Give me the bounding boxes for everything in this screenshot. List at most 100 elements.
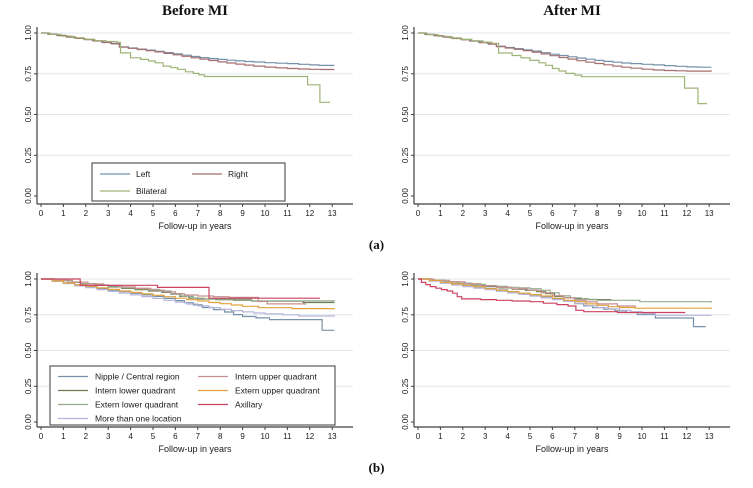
series-intern-upper-quadrant xyxy=(41,278,306,305)
x-tick-label: 6 xyxy=(550,209,555,218)
y-tick-label: 0.00 xyxy=(401,188,410,204)
x-tick-label: 2 xyxy=(461,432,466,441)
y-tick-label: 0.00 xyxy=(24,414,33,430)
x-tick-label: 2 xyxy=(84,432,89,441)
chart-title: Before MI xyxy=(162,3,228,19)
chart-before-mi-location: 0.000.250.500.751.000 1 2 3 4 5 6 7 8 9 10 11 12 13Fo… xyxy=(24,271,353,454)
legend-label-extern-lower-quadrant: Extern lower quadrant xyxy=(95,400,179,410)
caption-a: (a) xyxy=(368,237,385,252)
y-tick-label: 0.50 xyxy=(401,106,410,122)
series-bilateral xyxy=(418,32,707,105)
x-tick-label: 8 xyxy=(595,209,600,218)
x-tick-label: 10 xyxy=(261,432,270,441)
y-tick-label: 0.50 xyxy=(24,342,33,358)
x-tick-label: 7 xyxy=(196,432,201,441)
x-tick-label: 6 xyxy=(550,432,555,441)
series-more-than-one-location xyxy=(41,278,335,317)
x-tick-label: 12 xyxy=(682,209,691,218)
legend-label-left: Left xyxy=(136,169,151,179)
y-tick-label: 0.25 xyxy=(401,378,410,394)
series-bilateral xyxy=(41,32,330,103)
x-tick-label: 13 xyxy=(705,432,714,441)
legend: Nipple / Central region Intern lower quad… xyxy=(49,365,336,426)
y-tick-label: 1.00 xyxy=(24,271,33,287)
legend: Left Bilateral Right xyxy=(91,162,286,202)
x-tick-label: 7 xyxy=(573,432,578,441)
x-tick-label: 10 xyxy=(261,209,270,218)
x-tick-label: 10 xyxy=(638,209,647,218)
x-tick-label: 11 xyxy=(660,209,669,218)
top-row: Before MI 0.00 0.25 0.50 0.75 1.00 0 1 2 3 4 5 6 7 8 9 1… xyxy=(0,0,753,236)
chart-before-mi-laterality: Before MI 0.00 0.25 0.50 0.75 1.00 0 1 2 3 4 5 6 7 8 9 1… xyxy=(24,3,353,231)
x-tick-label: 12 xyxy=(305,209,314,218)
x-tick-label: 5 xyxy=(528,432,533,441)
x-tick-label: 6 xyxy=(173,432,178,441)
x-tick-label: 6 xyxy=(173,209,178,218)
y-tick-label: 0.25 xyxy=(24,147,33,163)
legend-label-bilateral: Bilateral xyxy=(136,186,167,196)
x-axis-label: Follow-up in years xyxy=(158,221,232,231)
x-tick-label: 9 xyxy=(240,432,245,441)
x-tick-label: 10 xyxy=(638,432,647,441)
x-tick-label: 7 xyxy=(196,209,201,218)
x-tick-label: 3 xyxy=(483,209,488,218)
y-tick-label: 1.00 xyxy=(401,25,410,41)
series-extern-upper-quadrant xyxy=(418,278,712,309)
x-tick-label: 9 xyxy=(617,432,622,441)
x-axis-label: Follow-up in years xyxy=(535,444,609,454)
legend-label-extern-upper-quadrant: Extern upper quadrant xyxy=(235,386,320,396)
legend-label-right: Right xyxy=(228,169,248,179)
x-tick-label: 7 xyxy=(573,209,578,218)
chart-title: After MI xyxy=(543,3,601,19)
x-tick-label: 5 xyxy=(151,432,156,441)
x-tick-label: 8 xyxy=(218,209,223,218)
y-tick-label: 0.00 xyxy=(24,188,33,204)
x-tick-label: 11 xyxy=(283,209,292,218)
x-tick-label: 0 xyxy=(39,209,44,218)
x-tick-label: 2 xyxy=(461,209,466,218)
legend-label-axillary: Axillary xyxy=(235,400,263,410)
x-tick-label: 3 xyxy=(483,432,488,441)
x-tick-label: 0 xyxy=(416,209,421,218)
x-tick-label: 5 xyxy=(528,209,533,218)
legend-box xyxy=(91,162,286,202)
y-tick-label: 0.75 xyxy=(24,65,33,81)
legend-label-intern-lower-quadrant: Intern lower quadrant xyxy=(95,386,176,396)
x-tick-label: 1 xyxy=(61,209,66,218)
x-tick-label: 1 xyxy=(61,432,66,441)
caption-b: (b) xyxy=(368,460,385,475)
y-tick-label: 0.75 xyxy=(401,306,410,322)
x-tick-label: 4 xyxy=(128,432,133,441)
y-tick-label: 1.00 xyxy=(401,271,410,287)
y-tick-label: 0.75 xyxy=(24,306,33,322)
x-tick-label: 5 xyxy=(151,209,156,218)
x-tick-label: 4 xyxy=(505,209,510,218)
y-tick-label: 0.25 xyxy=(24,378,33,394)
y-tick-label: 0.50 xyxy=(24,106,33,122)
bottom-row: 0.00 0.25 0.50 0.75 1.00 0 1 2 3 4 5 6 7 8 9 10 11 12 13 Fo… xyxy=(0,254,753,459)
y-tick-label: 0.50 xyxy=(401,342,410,358)
y-tick-label: 0.00 xyxy=(401,414,410,430)
x-tick-label: 11 xyxy=(660,432,669,441)
legend-label-more-than-one-location: More than one location xyxy=(95,414,182,424)
x-tick-label: 12 xyxy=(682,432,691,441)
series-nipple-central-region xyxy=(418,278,706,328)
x-tick-label: 1 xyxy=(438,432,443,441)
x-axis-label: Follow-up in years xyxy=(158,444,232,454)
x-tick-label: 13 xyxy=(328,432,337,441)
x-tick-label: 3 xyxy=(106,209,111,218)
x-tick-label: 9 xyxy=(617,209,622,218)
x-tick-label: 11 xyxy=(283,432,292,441)
x-tick-label: 1 xyxy=(438,209,443,218)
x-tick-label: 8 xyxy=(218,432,223,441)
x-tick-label: 4 xyxy=(128,209,133,218)
x-tick-label: 13 xyxy=(328,209,337,218)
x-tick-label: 12 xyxy=(305,432,314,441)
x-tick-label: 9 xyxy=(240,209,245,218)
series-intern-upper-quadrant xyxy=(418,278,636,307)
y-tick-label: 1.00 xyxy=(24,25,33,41)
x-tick-label: 13 xyxy=(705,209,714,218)
x-tick-label: 4 xyxy=(505,432,510,441)
y-tick-label: 0.25 xyxy=(401,147,410,163)
